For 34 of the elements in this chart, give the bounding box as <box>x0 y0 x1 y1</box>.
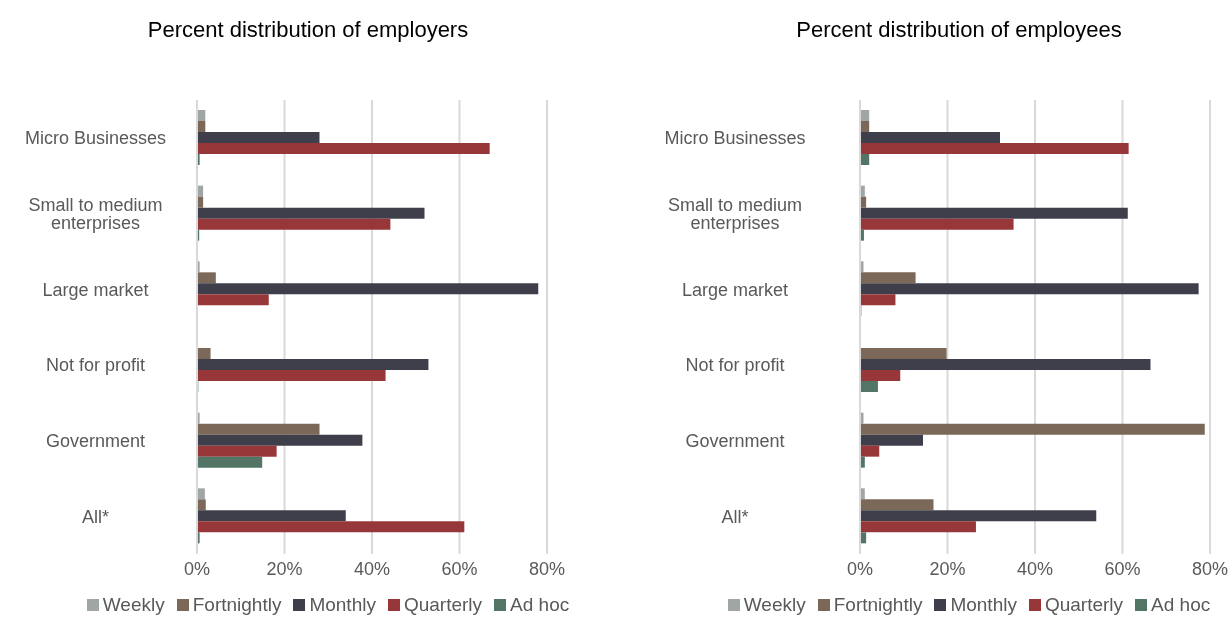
y-tick-label: All* <box>81 506 110 527</box>
legend-label: Ad hoc <box>1150 594 1211 616</box>
x-tick-label: 0% <box>183 558 211 579</box>
legend-label: Weekly <box>101 594 165 616</box>
legend-label: Fortnightly <box>832 594 923 616</box>
legend-label: Monthly <box>308 594 376 616</box>
x-tick-label: 40% <box>1016 558 1054 579</box>
y-tick-label: Not for profit <box>45 355 146 376</box>
y-tick-label: Not for profit <box>685 355 785 376</box>
y-tick-label: Small to medium enterprises <box>667 194 803 233</box>
y-tick-label: Small to medium enterprises <box>28 194 163 233</box>
chart-title: Percent distribution of employees <box>795 16 1123 44</box>
y-tick-label: Government <box>685 430 785 451</box>
y-tick-label: Government <box>45 430 146 451</box>
legend-label: Quarterly <box>1043 594 1124 616</box>
x-tick-label: 20% <box>266 558 303 579</box>
y-tick-label: All* <box>721 506 749 527</box>
x-tick-label: 80% <box>528 558 566 579</box>
legend-label: Monthly <box>949 594 1017 616</box>
y-tick-label: Micro Businesses <box>24 128 167 149</box>
x-tick-label: 60% <box>1104 558 1141 579</box>
x-tick-label: 80% <box>1191 558 1229 579</box>
y-tick-label: Large market <box>42 279 149 300</box>
legend-label: Weekly <box>742 594 806 616</box>
x-tick-label: 0% <box>846 558 874 579</box>
x-tick-label: 60% <box>441 558 478 579</box>
chart-title: Percent distribution of employers <box>146 16 470 44</box>
legend-label: Ad hoc <box>509 594 570 616</box>
y-tick-label: Micro Businesses <box>664 128 806 149</box>
legend-label: Quarterly <box>402 594 483 616</box>
x-tick-label: 40% <box>353 558 391 579</box>
y-tick-label: Large market <box>681 279 789 300</box>
x-tick-label: 20% <box>929 558 966 579</box>
legend-label: Fortnightly <box>191 594 282 616</box>
